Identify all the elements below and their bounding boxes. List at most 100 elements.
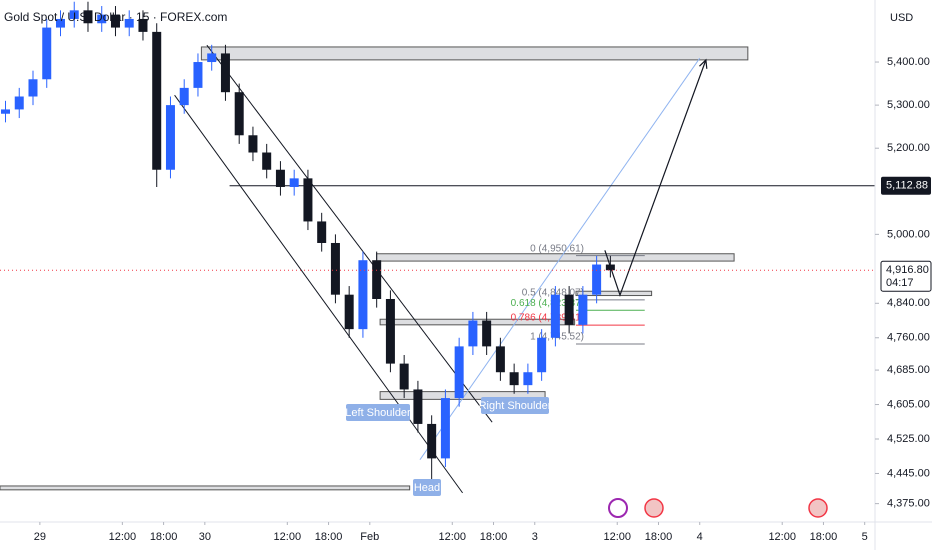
x-tick-label: 18:00 [315, 531, 343, 543]
last-price-box [880, 260, 932, 292]
candle-body [523, 372, 533, 386]
x-tick-label: 18:00 [480, 531, 508, 543]
candle-body [385, 298, 395, 364]
x-tick-label: 12:00 [109, 531, 137, 543]
candle-body [468, 320, 478, 347]
level-price-box [881, 176, 931, 195]
candle-body [69, 10, 79, 19]
candle-body [550, 294, 560, 338]
candle-body [262, 152, 272, 170]
candle-body [317, 221, 327, 243]
x-tick-label: Feb [360, 531, 379, 543]
pattern-label: Right Shoulder [479, 397, 552, 414]
fib-label: 0.5 (4,848.07) [522, 287, 584, 298]
fib-label: 0.786 (4,789.41) [511, 313, 584, 324]
candle-body [220, 53, 230, 93]
y-tick-label: 5,400.00 [887, 56, 930, 68]
pattern-label: Head [413, 479, 441, 496]
trend-line [206, 44, 493, 423]
candle-body [509, 372, 519, 386]
projection-arrow [604, 59, 707, 297]
y-tick-label: 4,840.00 [887, 297, 930, 309]
pattern-label: Left Shoulder [345, 404, 411, 421]
x-tick-label: 12:00 [603, 531, 631, 543]
chart-title: Gold Spot / U.S. Dollar · 15 · FOREX.com [4, 10, 227, 24]
x-tick-label: 30 [199, 531, 211, 543]
candle-body [124, 18, 134, 28]
y-tick-label: 4,525.00 [887, 433, 930, 445]
candle-body [482, 320, 492, 347]
zone [0, 485, 411, 491]
x-tick-label: 12:00 [274, 531, 302, 543]
trend-line [174, 94, 463, 494]
candle-body [110, 14, 120, 28]
candle-body [495, 346, 505, 373]
candle-body [344, 294, 354, 330]
trend-line [419, 57, 701, 460]
label-box [481, 397, 549, 414]
candle-body [303, 178, 313, 222]
label-box [413, 479, 441, 496]
candle-body [97, 14, 107, 24]
y-tick-label: 5,200.00 [887, 142, 930, 154]
candle-body [248, 135, 258, 153]
candle-body [275, 169, 285, 187]
candle-body [427, 423, 437, 459]
arrow-head [699, 58, 708, 69]
x-tick-label: 18:00 [810, 531, 838, 543]
candle-body [578, 294, 588, 325]
x-tick-label: 18:00 [645, 531, 673, 543]
candle-body [564, 294, 574, 325]
y-tick-label: 4,685.00 [887, 364, 930, 376]
candle-body [454, 346, 464, 399]
pattern-text: Head [414, 482, 440, 494]
label-box [346, 404, 410, 421]
currency: USD [890, 12, 913, 24]
zone [575, 290, 653, 297]
candle-body [537, 337, 547, 373]
x-tick-label: 5 [862, 531, 868, 543]
candle-body [289, 178, 299, 187]
x-tick-label: 4 [697, 531, 703, 543]
event-icon[interactable] [608, 498, 628, 518]
x-tick-label: 3 [532, 531, 538, 543]
candle-body [0, 109, 10, 114]
candle-body [165, 105, 175, 170]
candle-body [83, 10, 93, 24]
x-tick-label: 12:00 [768, 531, 796, 543]
event-icon[interactable] [808, 498, 828, 518]
last-price-label: 4,916.80 [886, 264, 929, 276]
pattern-text: Left Shoulder [345, 407, 411, 419]
candle-body [234, 92, 244, 136]
y-tick-label: 4,375.00 [887, 498, 930, 510]
y-tick-label: 5,300.00 [887, 99, 930, 111]
x-tick-label: 29 [34, 531, 46, 543]
candle-body [193, 62, 203, 88]
event-icon[interactable] [644, 498, 664, 518]
candle-body [358, 260, 368, 330]
level-price-label: 5,112.88 [886, 180, 928, 192]
x-tick-label: 12:00 [439, 531, 467, 543]
candle-body [330, 242, 340, 295]
candle-body [55, 18, 65, 28]
candle-body [28, 79, 38, 97]
candle-body [152, 31, 162, 170]
y-tick-label: 4,605.00 [887, 398, 930, 410]
fib-label: 0.618 (4,823.87) [511, 298, 584, 309]
countdown: 04:17 [886, 277, 914, 289]
candle-body [440, 398, 450, 459]
candle-body [592, 264, 602, 295]
plot-area: 0 (4,950.61) 0.5 (4,848.07)0.618 (4,823.8… [0, 1, 875, 494]
zone [200, 46, 749, 61]
candle-body [207, 53, 217, 63]
candle-body [138, 18, 148, 32]
zone [376, 253, 735, 262]
candle-body [14, 96, 24, 110]
y-tick-label: 5,000.00 [887, 228, 930, 240]
y-tick-label: 4,445.00 [887, 467, 930, 479]
candle-body [372, 260, 382, 299]
x-tick-label: 18:00 [150, 531, 178, 543]
candle-body [42, 27, 52, 80]
